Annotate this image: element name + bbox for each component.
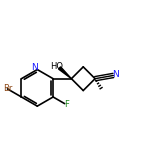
Polygon shape [59, 67, 71, 79]
Text: HO: HO [50, 62, 64, 71]
Text: Br: Br [3, 84, 12, 93]
Text: N: N [113, 70, 119, 79]
Text: F: F [64, 100, 69, 109]
Text: N: N [31, 63, 38, 72]
